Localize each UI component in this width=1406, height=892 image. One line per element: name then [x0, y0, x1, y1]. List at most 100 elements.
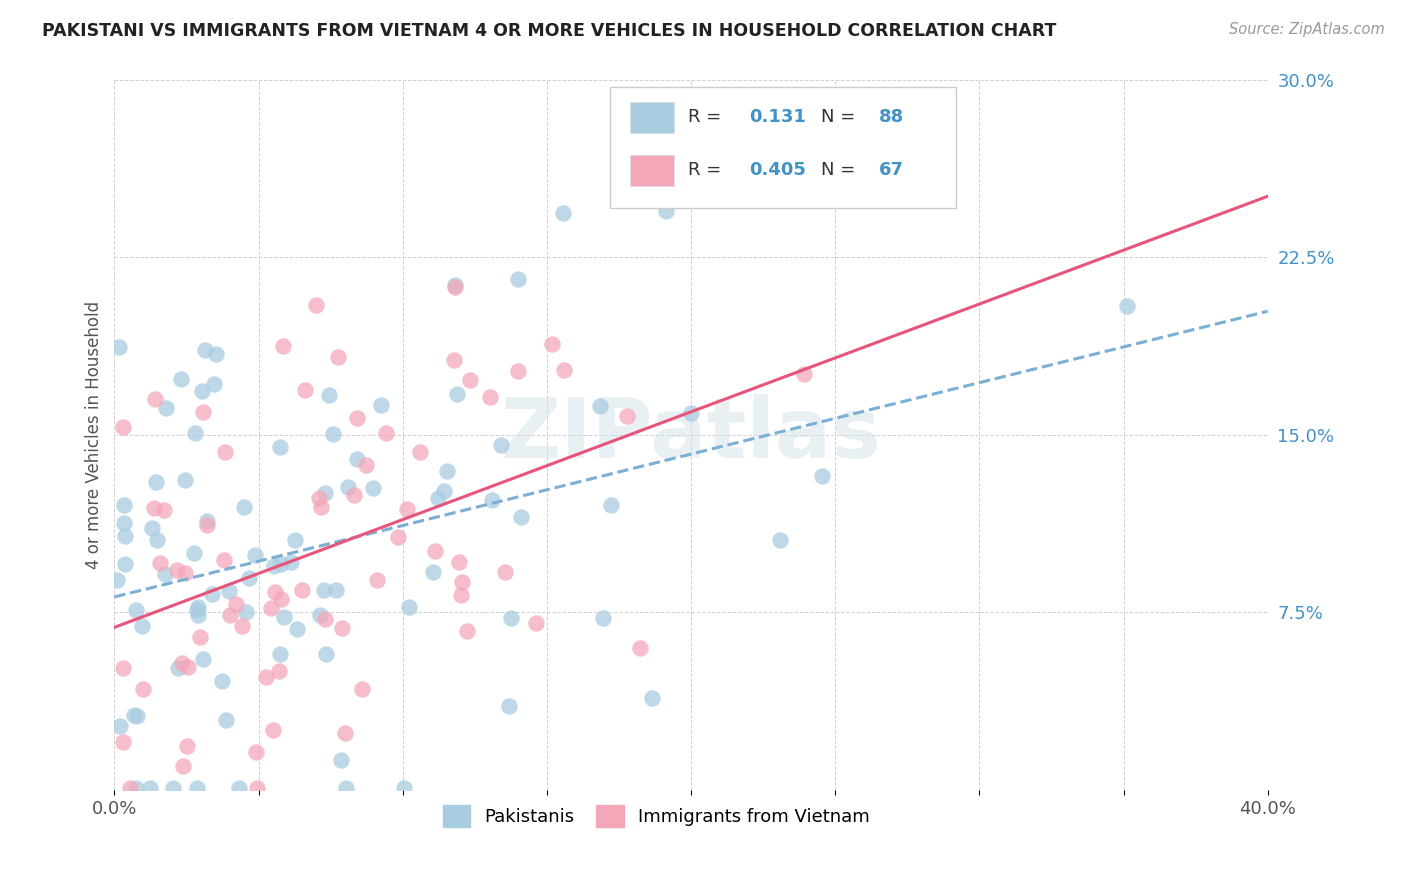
Point	[280, 555, 302, 569]
Point	[366, 573, 388, 587]
Text: 88: 88	[879, 108, 904, 126]
Point	[195, 517, 218, 532]
Point	[235, 605, 257, 619]
Point	[232, 500, 254, 514]
Point	[553, 363, 575, 377]
Point	[186, 602, 208, 616]
Point	[616, 409, 638, 424]
Point	[350, 681, 373, 696]
Point	[425, 544, 447, 558]
Point	[524, 615, 547, 630]
Point	[142, 501, 165, 516]
Point	[214, 444, 236, 458]
Point	[262, 723, 284, 737]
Text: ZIPatlas: ZIPatlas	[501, 394, 882, 475]
Point	[446, 387, 468, 401]
Point	[212, 553, 235, 567]
Point	[392, 780, 415, 795]
Point	[458, 373, 481, 387]
Point	[131, 619, 153, 633]
Point	[291, 582, 314, 597]
Point	[246, 780, 269, 795]
Point	[314, 486, 336, 500]
Point	[112, 420, 135, 434]
Point	[184, 425, 207, 440]
Point	[370, 398, 392, 412]
Point	[270, 591, 292, 606]
Text: R =: R =	[688, 108, 727, 126]
Point	[356, 458, 378, 472]
Point	[309, 608, 332, 623]
Text: N =: N =	[821, 161, 862, 179]
Point	[506, 364, 529, 378]
Point	[263, 559, 285, 574]
Point	[494, 565, 516, 579]
Point	[326, 350, 349, 364]
Point	[330, 753, 353, 767]
Point	[238, 571, 260, 585]
Point	[510, 509, 533, 524]
Point	[314, 582, 336, 597]
Point	[346, 410, 368, 425]
Point	[336, 480, 359, 494]
Point	[315, 647, 337, 661]
Point	[285, 622, 308, 636]
Point	[269, 441, 291, 455]
Point	[361, 481, 384, 495]
Point	[146, 533, 169, 548]
Point	[628, 641, 651, 656]
Point	[592, 611, 614, 625]
Point	[173, 473, 195, 487]
Point	[188, 631, 211, 645]
Point	[112, 735, 135, 749]
Point	[450, 588, 472, 602]
Point	[139, 780, 162, 795]
Point	[346, 451, 368, 466]
Point	[541, 336, 564, 351]
Point	[330, 621, 353, 635]
FancyBboxPatch shape	[630, 155, 673, 186]
Point	[311, 500, 333, 514]
Point	[269, 647, 291, 661]
Point	[443, 352, 465, 367]
Point	[395, 501, 418, 516]
Point	[132, 682, 155, 697]
Point	[218, 584, 240, 599]
Point	[141, 521, 163, 535]
Text: R =: R =	[688, 161, 727, 179]
Point	[186, 780, 208, 795]
Point	[314, 612, 336, 626]
Point	[177, 659, 200, 673]
Text: 0.131: 0.131	[749, 108, 806, 126]
Point	[409, 445, 432, 459]
Point	[143, 392, 166, 407]
Point	[245, 745, 267, 759]
Point	[269, 664, 291, 678]
Point	[318, 388, 340, 402]
Point	[202, 377, 225, 392]
Point	[176, 739, 198, 753]
Point	[270, 557, 292, 571]
Point	[810, 468, 832, 483]
Point	[114, 557, 136, 571]
Point	[211, 674, 233, 689]
Legend: Pakistanis, Immigrants from Vietnam: Pakistanis, Immigrants from Vietnam	[436, 797, 877, 834]
Text: PAKISTANI VS IMMIGRANTS FROM VIETNAM 4 OR MORE VEHICLES IN HOUSEHOLD CORRELATION: PAKISTANI VS IMMIGRANTS FROM VIETNAM 4 O…	[42, 22, 1056, 40]
Point	[769, 533, 792, 547]
FancyBboxPatch shape	[610, 87, 956, 208]
Point	[195, 514, 218, 528]
Point	[153, 503, 176, 517]
Point	[433, 484, 456, 499]
Point	[263, 585, 285, 599]
Point	[215, 713, 238, 727]
FancyBboxPatch shape	[630, 102, 673, 133]
Point	[273, 610, 295, 624]
Text: 67: 67	[879, 161, 904, 179]
Point	[436, 464, 458, 478]
Point	[451, 575, 474, 590]
Point	[422, 565, 444, 579]
Point	[243, 549, 266, 563]
Point	[294, 383, 316, 397]
Point	[149, 556, 172, 570]
Point	[125, 708, 148, 723]
